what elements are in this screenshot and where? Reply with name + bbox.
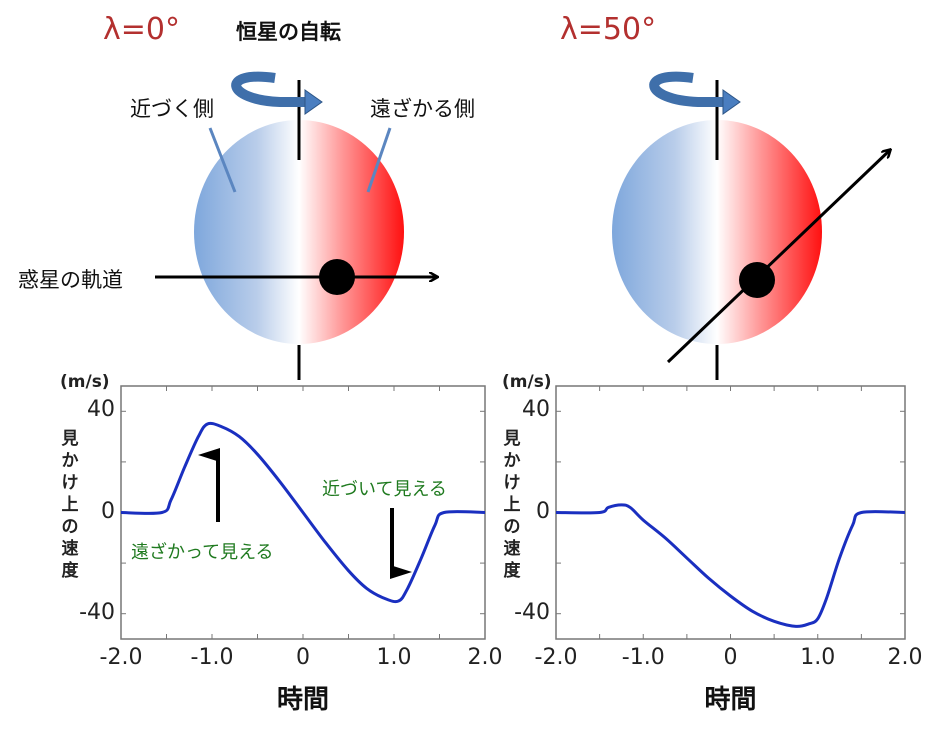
rv-curve-line (555, 503, 906, 628)
star-left (155, 71, 437, 380)
rotation-arrow-icon (649, 71, 723, 107)
y-axis-label: 見かけ上の速度 (503, 429, 521, 581)
x-axis-label: 時間 (276, 685, 330, 715)
approaching-annotation: 近づいて見える (322, 479, 447, 500)
star-right (612, 71, 890, 380)
x-tick-label: -1.0 (621, 645, 665, 670)
rotation-arrow-icon (231, 71, 305, 107)
x-tick-label: -2.0 (99, 645, 143, 670)
y-tick-label: 40 (87, 397, 115, 423)
y-tick-label: -40 (79, 599, 115, 625)
x-axis-label: 時間 (704, 685, 757, 715)
y-tick-label: 0 (101, 498, 115, 524)
y-tick-label: 0 (536, 498, 550, 524)
receding-annotation: 遠ざかって見える (131, 542, 274, 563)
approaching-pointer (208, 127, 237, 193)
receding-pointer (366, 127, 392, 193)
lambda-label-left: λ=0° (103, 12, 180, 47)
planet (319, 259, 355, 295)
y-unit-label: (m/s) (60, 372, 110, 392)
lambda-label-right: λ=50° (560, 12, 657, 47)
y-unit-label: (m/s) (502, 372, 552, 392)
x-tick-label: -2.0 (534, 645, 578, 670)
receding-side-label: 遠ざかる側 (370, 97, 475, 121)
approaching-side-label: 近づく側 (130, 97, 214, 121)
y-tick-label: 40 (522, 397, 550, 423)
y-axis-label: 見かけ上の速度 (61, 429, 79, 581)
x-tick-label: 0 (296, 645, 310, 670)
plot-frame (555, 385, 906, 640)
orbit-label: 惑星の軌道 (18, 268, 123, 292)
planet (739, 262, 775, 298)
x-tick-label: 1.0 (800, 645, 836, 670)
rv-curve-line (120, 421, 486, 604)
x-tick-label: 2.0 (467, 645, 503, 670)
x-tick-label: 1.0 (376, 645, 412, 670)
chart-right (555, 385, 906, 640)
rotation-label: 恒星の自転 (236, 20, 341, 44)
chart-left (120, 385, 486, 640)
x-tick-label: 0 (723, 645, 738, 670)
x-tick-label: 2.0 (887, 645, 923, 670)
y-tick-label: -40 (514, 599, 550, 625)
x-tick-label: -1.0 (190, 645, 234, 670)
orbit-arrow (666, 150, 890, 364)
